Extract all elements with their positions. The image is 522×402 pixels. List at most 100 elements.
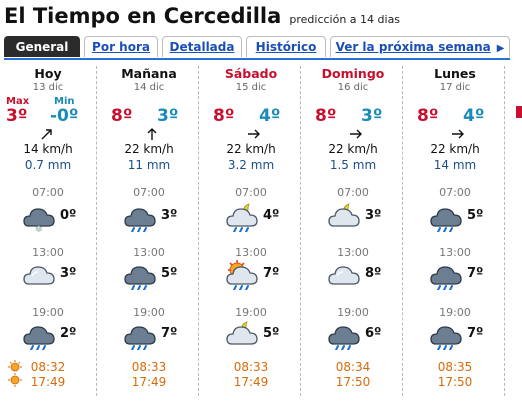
hour-temp: 5º [161,266,178,281]
moon-cloud-icon [327,202,361,232]
hour-temp: 4º [263,208,280,223]
column-divider [96,66,97,396]
wind-speed: 22 km/h [430,142,480,156]
hour-time: 19:00 [133,306,165,319]
cloud-icon [22,260,56,290]
max-label: Max [6,96,30,107]
hour-temp: 0º [60,208,77,223]
rain-amount: 0.7 mm [24,158,72,172]
hour-time: 13:00 [32,246,64,259]
max-temp: 8º [111,106,133,126]
hour-time: 07:00 [235,186,267,199]
moon-cloud-icon [225,320,259,350]
hour-time: 07:00 [32,186,64,199]
moon-cloud-rain-icon [225,202,259,233]
chevron-right-icon: ▶ [496,43,505,54]
day-date: 17 dic [439,82,471,93]
cloud-rain-icon [123,260,157,291]
next-column-edge [516,106,522,118]
hour-temp: 7º [161,326,178,341]
cloud-rain-icon [123,320,157,351]
day-name: Mañana [121,66,177,81]
sunrise-time: 08:35 [437,360,473,374]
hour-time: 13:00 [133,246,165,259]
hour-time: 07:00 [337,186,369,199]
hour-time: 13:00 [235,246,267,259]
page-title: El Tiempo en Cercedilla [4,4,282,28]
arrow-right-icon [451,126,465,140]
cloud-rain-icon [123,202,157,233]
hour-time: 19:00 [337,306,369,319]
sunrise-time: 08:32 [30,360,66,374]
tab-por-hora-label: Por hora [92,40,150,54]
sunrise-time: 08:33 [233,360,269,374]
svg-text:❄: ❄ [35,225,43,232]
tab-general-label: General [15,40,69,54]
min-temp: 4º [259,106,281,126]
cloud-icon [327,260,361,290]
hour-temp: 7º [467,266,484,281]
hour-time: 19:00 [439,306,471,319]
day-column: Hoy 13 dic Max Min 3º -0º 14 km/h 0.7 mm 07:00 ❄ 0… [2,62,94,400]
day-name: Sábado [224,66,278,81]
hour-temp: 7º [263,266,280,281]
sunset-time: 17:49 [233,375,269,389]
max-temp: 8º [213,106,235,126]
tab-bar: General Por hora Detallada Histórico Ver… [4,36,510,60]
cloud-rain-icon [429,202,463,233]
max-temp: 3º [6,106,28,126]
day-date: 14 dic [133,82,165,93]
tab-next-week[interactable]: Ver la próxima semana ▶ [330,36,510,57]
tab-next-week-label: Ver la próxima semana [335,40,491,54]
tab-historico[interactable]: Histórico [246,36,326,57]
sunrise-time: 08:34 [335,360,371,374]
rain-amount: 14 mm [433,158,477,172]
rain-amount: 1.5 mm [329,158,377,172]
wind-speed: 22 km/h [328,142,378,156]
arrow-up-right-icon [40,126,54,140]
rain-amount: 3.2 mm [227,158,275,172]
hour-temp: 3º [365,208,382,223]
hour-temp: 8º [365,266,382,281]
hour-time: 07:00 [133,186,165,199]
hour-time: 13:00 [337,246,369,259]
tab-detallada-label: Detallada [169,40,235,54]
max-temp: 8º [417,106,439,126]
day-date: 15 dic [235,82,267,93]
sunset-time: 17:49 [30,375,66,389]
sun-cloud-rain-icon [225,260,259,291]
rain-amount: 11 mm [127,158,171,172]
tab-detallada[interactable]: Detallada [162,36,242,57]
min-temp: 3º [361,106,383,126]
day-column: Lunes 17 dic 8º 4º 22 km/h 14 mm 07:00 5º 13:00 7… [409,62,501,400]
arrow-up-icon [145,126,159,140]
column-divider [300,66,301,396]
day-name: Domingo [321,66,385,81]
sunrise-sunset-icon [8,360,22,388]
cloud-rain-icon [429,260,463,291]
min-temp: 3º [157,106,179,126]
sunrise-time: 08:33 [131,360,167,374]
wind-speed: 14 km/h [23,142,73,156]
tab-general[interactable]: General [4,36,80,57]
min-temp: -0º [50,106,79,126]
page-header: El Tiempo en Cercedilla predicción a 14 … [4,4,400,32]
arrow-right-icon [247,126,261,140]
min-temp: 4º [463,106,485,126]
hour-temp: 3º [161,208,178,223]
day-date: 13 dic [32,82,64,93]
column-divider [402,66,403,396]
sunset-time: 17:50 [335,375,371,389]
page-subtitle: predicción a 14 dias [289,13,401,26]
hour-time: 19:00 [32,306,64,319]
day-column: Sábado 15 dic 8º 4º 22 km/h 3.2 mm 07:00 4º 13:0… [205,62,297,400]
hour-temp: 5º [263,326,280,341]
sunset-time: 17:49 [131,375,167,389]
day-name: Hoy [34,66,62,81]
hour-temp: 2º [60,326,77,341]
hour-time: 07:00 [439,186,471,199]
tab-por-hora[interactable]: Por hora [84,36,158,57]
hour-temp: 3º [60,266,77,281]
cloud-rain-icon [22,320,56,351]
day-column: Domingo 16 dic 8º 3º 22 km/h 1.5 mm 07:00 3º 13:… [307,62,399,400]
